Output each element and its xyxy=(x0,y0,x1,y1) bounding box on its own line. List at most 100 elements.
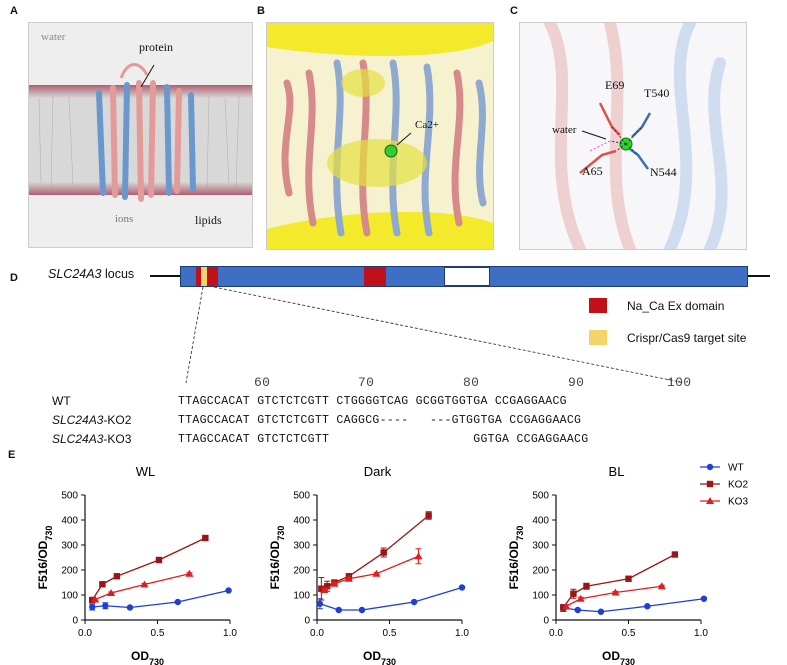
water-site-label: water xyxy=(552,124,577,136)
panel-d-letter: D xyxy=(10,272,18,284)
series-line-KO2 xyxy=(321,514,430,590)
point-WT xyxy=(89,603,96,611)
na-ca-domain-2 xyxy=(364,267,386,286)
legend-label-KO2: KO2 xyxy=(728,480,748,491)
point-WT xyxy=(700,595,708,602)
series-line-KO3 xyxy=(565,585,662,607)
chart-1: Dark 0 100 200 300 400 500 0.0 0.5 1.0 OD730 F516/O… xyxy=(268,464,469,665)
y-tick-label: 100 xyxy=(293,591,310,602)
chart-title: WL xyxy=(136,464,156,479)
x-tick-label: 0.5 xyxy=(383,628,397,639)
point-WT xyxy=(358,606,366,614)
x-axis-label: OD730 xyxy=(131,649,164,665)
y-tick-label: 300 xyxy=(532,541,549,552)
x-tick-label: 0.0 xyxy=(549,628,563,639)
y-tick-label: 400 xyxy=(293,516,310,527)
point-KO2 xyxy=(425,512,432,519)
legend-crispr-swatch xyxy=(589,330,607,345)
point-KO3 xyxy=(330,579,339,587)
locus-suffix: locus xyxy=(101,267,135,281)
point-KO3 xyxy=(372,569,381,577)
point-WT xyxy=(316,600,324,607)
point-KO3 xyxy=(414,552,423,560)
point-WT xyxy=(597,608,605,615)
point-WT xyxy=(126,604,134,611)
y-tick-label: 200 xyxy=(61,566,78,577)
y-tick-label: 200 xyxy=(532,566,549,577)
water-label: water xyxy=(41,31,66,43)
y-tick-label: 0 xyxy=(543,616,549,627)
pore-structure-image: Ca2+ xyxy=(266,22,494,250)
calcium-ion-label: Ca2+ xyxy=(415,119,439,131)
y-tick-label: 300 xyxy=(293,541,310,552)
binding-site-image: E69 T540 water A65 N544 xyxy=(519,22,747,250)
point-KO2 xyxy=(380,549,387,556)
y-tick-label: 0 xyxy=(304,616,310,627)
point-WT xyxy=(102,602,109,609)
legend-marker xyxy=(706,480,714,488)
y-tick-label: 0 xyxy=(72,616,78,627)
ruler-90: 90 xyxy=(568,375,585,390)
legend-label-WT: WT xyxy=(728,463,744,474)
charts-panel-e: WL 0 100 200 300 400 500 0.0 0.5 1.0 OD730 F516/OD7… xyxy=(36,463,748,665)
point-KO3 xyxy=(576,594,585,602)
point-KO3 xyxy=(344,574,353,582)
y-axis-label: F516/OD730 xyxy=(36,526,54,590)
point-KO2 xyxy=(99,581,106,588)
series-line-KO2 xyxy=(91,537,206,601)
point-KO2 xyxy=(671,551,679,558)
point-KO3 xyxy=(140,580,149,588)
point-KO2 xyxy=(113,573,121,580)
y-tick-label: 200 xyxy=(293,566,310,577)
point-WT xyxy=(574,606,581,614)
series-line-WT xyxy=(319,586,463,611)
legend-domain-label: Na_Ca Ex domain xyxy=(627,299,725,313)
ruler-100: 100 xyxy=(667,375,692,390)
crispr-target-site xyxy=(201,267,207,286)
legend-crispr-label: Crispr/Cas9 target site xyxy=(627,331,747,345)
seq-wt: TTAGCCACAT GTCTCTCGTT CTGGGGTCAG GCGGTGG… xyxy=(178,395,567,408)
x-axis-label: OD730 xyxy=(602,649,635,665)
seq-ko3: TTAGCCACAT GTCTCTCGTT GGTGA CCGAGGAACG xyxy=(178,433,589,446)
point-KO2 xyxy=(155,556,163,564)
y-axis-label: F516/OD730 xyxy=(507,526,525,590)
ions-label: ions xyxy=(115,213,134,225)
point-WT xyxy=(458,584,466,591)
lipids-label: lipids xyxy=(195,213,222,227)
series-line-KO3 xyxy=(94,573,190,601)
point-WT xyxy=(225,587,232,594)
x-tick-label: 0.5 xyxy=(151,628,165,639)
t540-label: T540 xyxy=(644,86,670,100)
point-WT xyxy=(410,598,418,606)
seq-name-ko2: SLC24A3-KO2 xyxy=(52,413,132,427)
panel-a-letter: A xyxy=(10,5,18,17)
series-line-WT xyxy=(563,598,704,613)
x-tick-label: 0.5 xyxy=(622,628,636,639)
point-KO3 xyxy=(611,588,620,596)
point-KO2 xyxy=(318,585,325,592)
point-KO2 xyxy=(323,583,331,590)
point-WT xyxy=(174,598,181,606)
point-KO3 xyxy=(107,589,116,596)
ruler-70: 70 xyxy=(358,375,375,390)
point-KO3 xyxy=(320,586,329,593)
point-KO2 xyxy=(570,590,577,597)
y-tick-label: 400 xyxy=(61,516,78,527)
x-tick-label: 0.0 xyxy=(78,628,92,639)
point-KO3 xyxy=(185,569,194,577)
seq-ko2: TTAGCCACAT GTCTCTCGTT CAGGCG---- ---GTGG… xyxy=(178,414,582,427)
point-KO2 xyxy=(583,583,590,590)
legend-marker xyxy=(706,497,714,504)
y-tick-label: 500 xyxy=(293,491,310,502)
locus-gap xyxy=(444,267,490,286)
y-tick-label: 100 xyxy=(61,591,78,602)
y-tick-label: 100 xyxy=(532,591,549,602)
y-tick-label: 300 xyxy=(61,541,78,552)
locus-gene-name: SLC24A3 xyxy=(48,267,102,281)
panel-e-letter: E xyxy=(8,449,16,461)
x-axis-label: OD730 xyxy=(363,649,396,665)
zoom-lines xyxy=(185,286,686,384)
locus-title: SLC24A3 locus xyxy=(48,267,134,281)
chart-0: WL 0 100 200 300 400 500 0.0 0.5 1.0 OD730 F516/OD7… xyxy=(36,464,237,665)
y-tick-label: 400 xyxy=(532,516,549,527)
